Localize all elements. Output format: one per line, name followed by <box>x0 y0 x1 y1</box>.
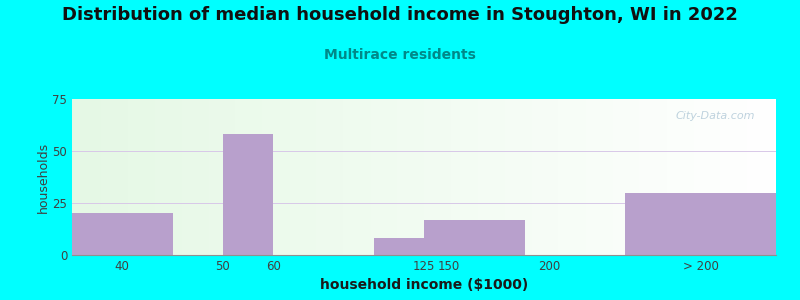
Bar <box>374 238 424 255</box>
Text: Distribution of median household income in Stoughton, WI in 2022: Distribution of median household income … <box>62 6 738 24</box>
Text: Multirace residents: Multirace residents <box>324 48 476 62</box>
Bar <box>625 193 776 255</box>
Bar <box>72 213 173 255</box>
Y-axis label: households: households <box>37 141 50 213</box>
X-axis label: household income ($1000): household income ($1000) <box>320 278 528 292</box>
Bar <box>223 134 273 255</box>
Bar <box>424 220 525 255</box>
Text: City-Data.com: City-Data.com <box>675 112 755 122</box>
